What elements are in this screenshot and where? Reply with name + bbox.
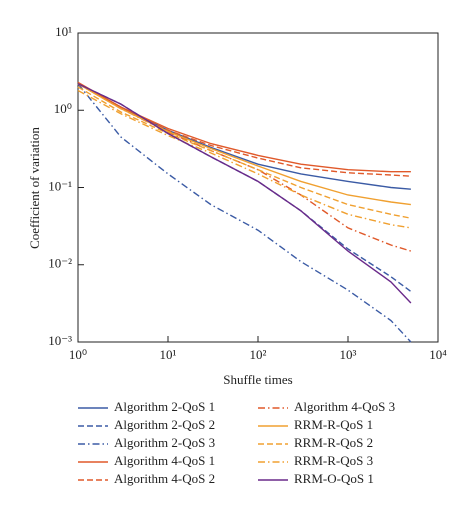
legend-label: Algorithm 4-QoS 3 bbox=[294, 399, 395, 414]
legend-label: Algorithm 2-QoS 1 bbox=[114, 399, 215, 414]
x-tick-label: 10³ bbox=[340, 347, 357, 362]
x-tick-label: 10¹ bbox=[160, 347, 177, 362]
legend-label: RRM-R-QoS 2 bbox=[294, 435, 373, 450]
series-line bbox=[77, 83, 412, 343]
x-tick-label: 10² bbox=[250, 347, 267, 362]
y-tick-label: 10¹ bbox=[55, 24, 72, 39]
series-line bbox=[77, 83, 412, 304]
legend-label: Algorithm 4-QoS 2 bbox=[114, 471, 215, 486]
x-axis-label: Shuffle times bbox=[223, 372, 292, 387]
series-line bbox=[77, 81, 411, 173]
legend-label: RRM-R-QoS 1 bbox=[294, 417, 373, 432]
series-line bbox=[77, 83, 411, 177]
x-tick-label: 10⁰ bbox=[69, 347, 87, 362]
y-tick-label: 10⁻³ bbox=[48, 333, 72, 348]
x-tick-label: 10⁴ bbox=[429, 347, 447, 362]
y-axis-label: Coefficient of variation bbox=[27, 127, 42, 249]
plot-frame bbox=[77, 32, 439, 343]
series-line bbox=[77, 89, 412, 229]
y-tick-label: 10⁰ bbox=[54, 101, 72, 116]
y-tick-label: 10⁻² bbox=[48, 256, 72, 271]
legend-label: RRM-R-QoS 3 bbox=[294, 453, 373, 468]
series-line bbox=[77, 83, 411, 206]
legend-label: RRM-O-QoS 1 bbox=[294, 471, 374, 486]
series-line bbox=[77, 86, 412, 219]
legend-label: Algorithm 4-QoS 1 bbox=[114, 453, 215, 468]
legend-label: Algorithm 2-QoS 3 bbox=[114, 435, 215, 450]
y-tick-label: 10⁻¹ bbox=[48, 178, 72, 193]
legend-label: Algorithm 2-QoS 2 bbox=[114, 417, 215, 432]
